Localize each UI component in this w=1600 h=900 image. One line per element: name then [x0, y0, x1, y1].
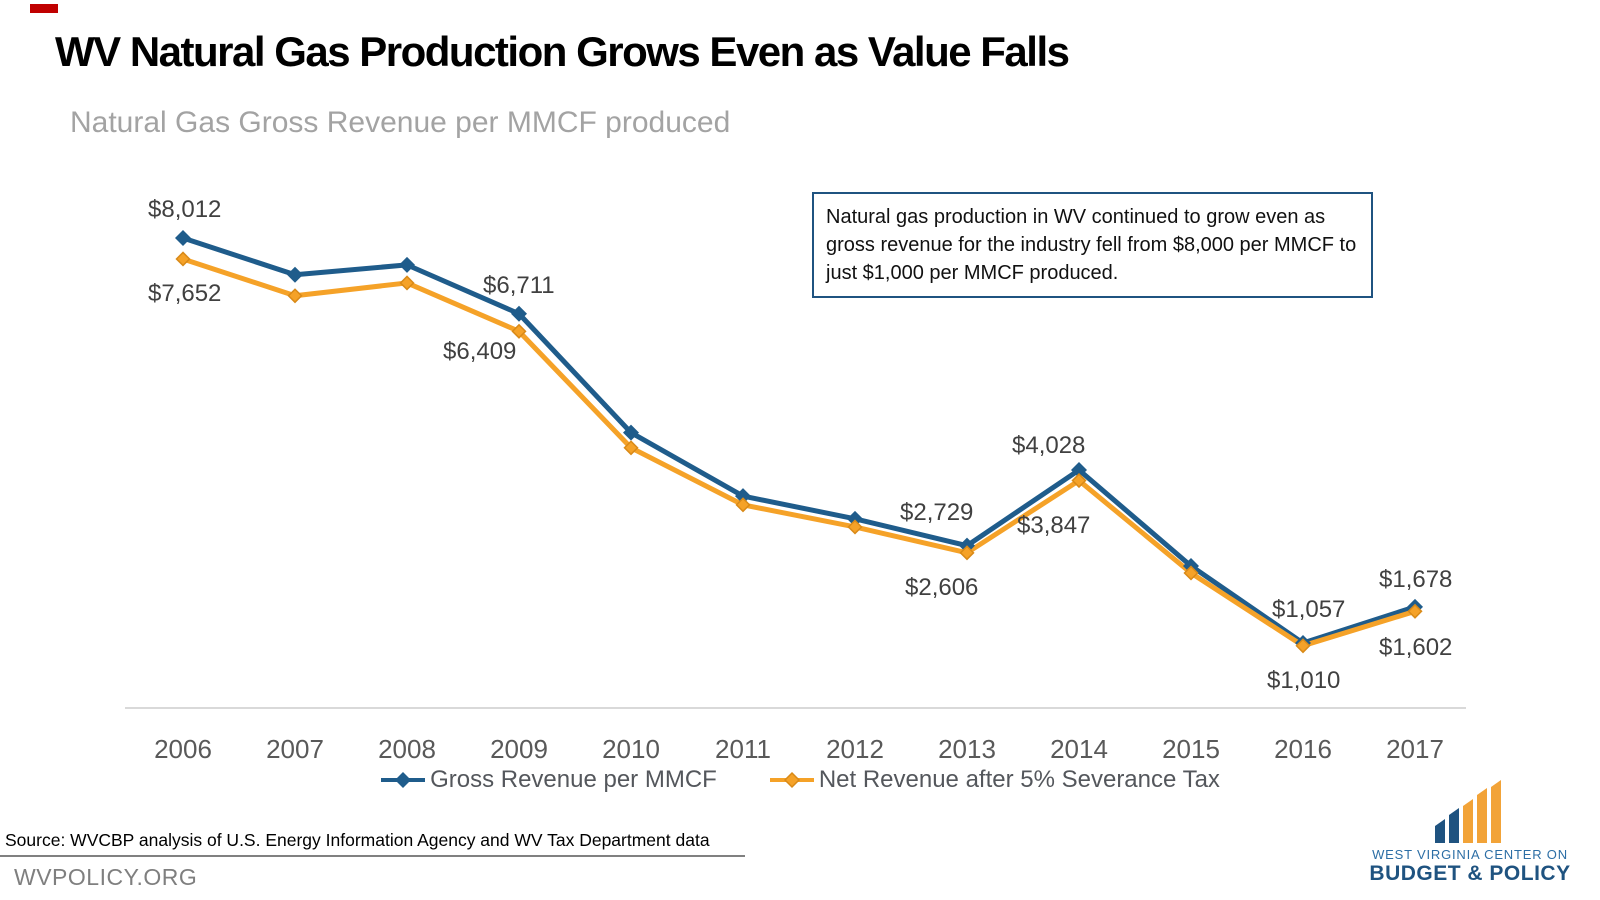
- data-label: $1,678: [1379, 565, 1453, 593]
- marker-1-2012: [847, 519, 863, 535]
- marker-0-2012: [847, 510, 863, 527]
- data-label: $6,409: [443, 338, 517, 366]
- annotation-text: Natural gas production in WV continued t…: [826, 206, 1357, 284]
- marker-1-2015: [1183, 565, 1199, 581]
- marker-0-2009: [511, 305, 527, 322]
- x-tick-2017: 2017: [1386, 734, 1444, 764]
- data-label: $1,010: [1267, 666, 1341, 694]
- legend-item-gross: Gross Revenue per MMCF: [380, 766, 717, 794]
- logo-text-line1: WEST VIRGINIA CENTER ON: [1372, 847, 1568, 862]
- x-tick-2007: 2007: [266, 734, 324, 764]
- marker-1-2009: [511, 323, 527, 339]
- marker-0-2006: [175, 229, 191, 246]
- legend-net-label: Net Revenue after 5% Severance Tax: [818, 766, 1220, 793]
- x-tick-2010: 2010: [602, 734, 660, 764]
- x-tick-2014: 2014: [1050, 734, 1108, 764]
- annotation-box: Natural gas production in WV continued t…: [812, 192, 1373, 298]
- data-label: $6,711: [483, 271, 555, 299]
- data-label: $1,057: [1272, 596, 1346, 624]
- x-tick-2011: 2011: [715, 734, 771, 764]
- x-tick-2009: 2009: [490, 734, 548, 764]
- marker-1-2006: [175, 251, 191, 267]
- wvcbp-logo: WEST VIRGINIA CENTER ON BUDGET & POLICY: [1360, 780, 1580, 886]
- x-tick-2006: 2006: [154, 734, 212, 764]
- marker-1-2013: [959, 545, 975, 561]
- marker-1-2017: [1407, 603, 1423, 619]
- chart-legend: Gross Revenue per MMCF Net Revenue after…: [0, 766, 1600, 794]
- source-note: Source: WVCBP analysis of U.S. Energy In…: [5, 830, 710, 850]
- marker-1-2011: [735, 497, 751, 513]
- x-tick-2016: 2016: [1274, 734, 1332, 764]
- logo-bars-icon: [1435, 780, 1501, 843]
- marker-0-2010: [623, 424, 639, 441]
- series-line-0: [182, 235, 1416, 646]
- page-title: WV Natural Gas Production Grows Even as …: [55, 28, 1070, 75]
- marker-1-2008: [399, 275, 415, 291]
- marker-0-2008: [399, 256, 415, 273]
- legend-gross-label: Gross Revenue per MMCF: [430, 766, 717, 793]
- logo-text-line2: BUDGET & POLICY: [1369, 862, 1571, 885]
- marker-1-2016: [1295, 638, 1311, 654]
- x-tick-2013: 2013: [938, 734, 996, 764]
- data-label: $1,602: [1379, 634, 1453, 662]
- x-tick-2012: 2012: [826, 734, 884, 764]
- chart-subtitle: Natural Gas Gross Revenue per MMCF produ…: [70, 106, 731, 139]
- data-label: $8,012: [148, 195, 222, 223]
- legend-item-net: Net Revenue after 5% Severance Tax: [769, 766, 1220, 794]
- x-tick-2008: 2008: [378, 734, 436, 764]
- marker-0-2011: [735, 488, 751, 505]
- legend-net-marker-icon: [769, 771, 814, 789]
- data-label: $2,606: [905, 573, 979, 601]
- x-tick-2015: 2015: [1162, 734, 1220, 764]
- marker-1-2014: [1071, 472, 1087, 489]
- slide-accent-bar: [30, 4, 58, 13]
- data-label: $7,652: [148, 279, 222, 307]
- series-line-1: [182, 256, 1416, 649]
- marker-1-2007: [287, 288, 303, 304]
- marker-0-2014: [1071, 462, 1087, 479]
- data-label: $3,847: [1017, 511, 1091, 539]
- data-label: $4,028: [1012, 432, 1086, 459]
- marker-0-2007: [287, 266, 303, 283]
- legend-gross-marker-icon: [381, 772, 426, 788]
- footer-divider: [0, 855, 745, 857]
- data-label: $2,729: [900, 498, 974, 526]
- marker-1-2010: [623, 440, 639, 456]
- footer-url: WVPOLICY.ORG: [14, 864, 198, 890]
